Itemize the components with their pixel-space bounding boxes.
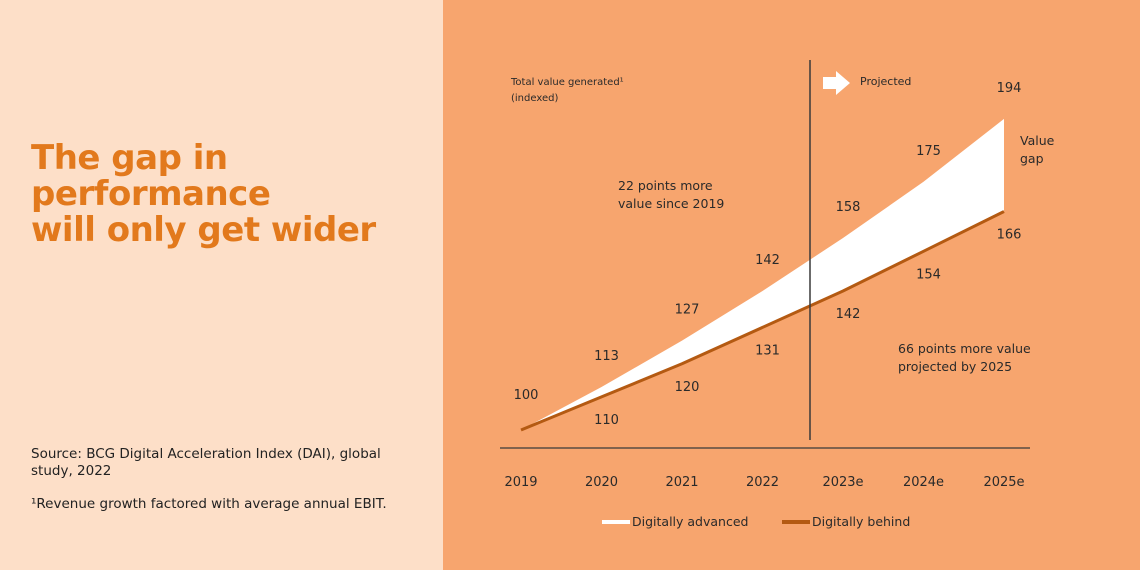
x-tick-label: 2019 bbox=[504, 475, 537, 490]
legend-label-digitally-behind: Digitally behind bbox=[812, 514, 910, 529]
left-panel: The gap in performance will only get wid… bbox=[0, 0, 443, 570]
x-axis-tick-labels: 2019 2020 2021 2022 2023e 2024e 2025e bbox=[504, 475, 1024, 490]
legend: Digitally advanced Digitally behind bbox=[602, 514, 910, 529]
data-labels: 100 113 127 142 158 175 194 110 120 131 142 154 166 bbox=[514, 81, 1022, 428]
value-gap-label-line-2: gap bbox=[1020, 151, 1044, 166]
data-label-digitally-advanced: 100 bbox=[514, 388, 539, 403]
legend-swatch-digitally-advanced bbox=[602, 520, 630, 524]
projected-note-line-1: 66 points more value bbox=[898, 341, 1031, 356]
x-tick-label: 2023e bbox=[822, 475, 863, 490]
data-label-digitally-behind: 110 bbox=[594, 413, 619, 428]
data-label-digitally-behind: 131 bbox=[755, 343, 780, 358]
projected-note-line-2: projected by 2025 bbox=[898, 359, 1012, 374]
historic-note-line-1: 22 points more bbox=[618, 178, 713, 193]
legend-swatch-digitally-behind bbox=[782, 520, 810, 524]
data-label-digitally-behind: 154 bbox=[916, 267, 941, 282]
x-tick-label: 2021 bbox=[665, 475, 698, 490]
footnote: ¹Revenue growth factored with average an… bbox=[31, 496, 387, 512]
projected-arrow-icon bbox=[823, 71, 850, 95]
headline-line-3: will only get wider bbox=[31, 210, 376, 250]
data-label-digitally-behind: 166 bbox=[997, 228, 1022, 243]
x-tick-label: 2020 bbox=[585, 475, 618, 490]
series-line-digitally-behind bbox=[520, 210, 1005, 432]
data-label-digitally-advanced: 113 bbox=[594, 349, 619, 364]
source-note: Source: BCG Digital Acceleration Index (… bbox=[31, 446, 381, 479]
headline-line-1: The gap in bbox=[31, 138, 228, 178]
historic-note-line-2: value since 2019 bbox=[618, 196, 724, 211]
legend-label-digitally-advanced: Digitally advanced bbox=[632, 514, 748, 529]
x-tick-label: 2022 bbox=[746, 475, 779, 490]
data-label-digitally-behind: 142 bbox=[836, 307, 861, 322]
data-label-digitally-behind: 120 bbox=[675, 380, 700, 395]
value-gap-label-line-1: Value bbox=[1020, 133, 1055, 148]
y-axis-title-line-1: Total value generated¹ bbox=[510, 77, 624, 88]
y-axis-title-line-2: (indexed) bbox=[511, 93, 558, 104]
data-label-digitally-advanced: 194 bbox=[997, 81, 1022, 96]
x-tick-label: 2024e bbox=[903, 475, 944, 490]
data-label-digitally-advanced: 175 bbox=[916, 144, 941, 159]
x-tick-label: 2025e bbox=[983, 475, 1024, 490]
data-label-digitally-advanced: 158 bbox=[836, 200, 861, 215]
data-label-digitally-advanced: 127 bbox=[675, 303, 700, 318]
projected-label: Projected bbox=[860, 75, 911, 88]
headline-line-2: performance bbox=[31, 174, 271, 214]
data-label-digitally-advanced: 142 bbox=[755, 253, 780, 268]
headline: The gap in performance will only get wid… bbox=[31, 140, 431, 248]
